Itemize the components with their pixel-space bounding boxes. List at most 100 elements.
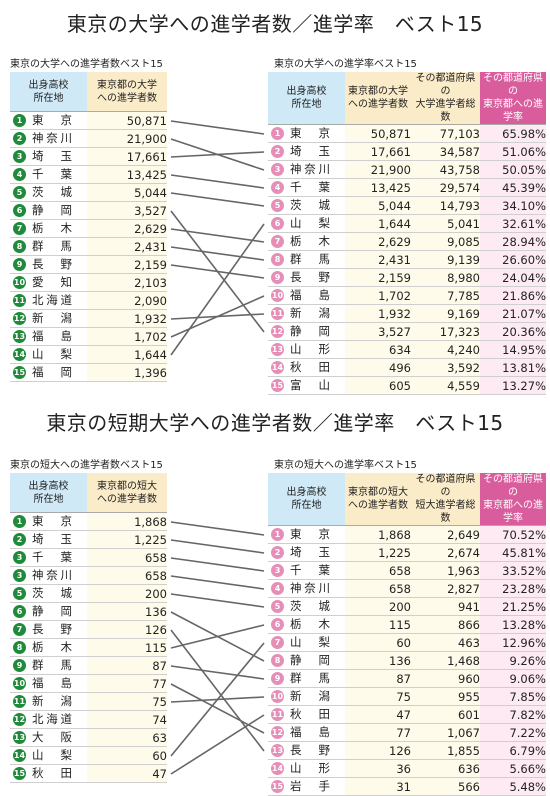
rank-badge: 2 <box>13 533 26 546</box>
count-cell: 47 <box>87 764 167 783</box>
prefecture-cell: 3 千葉 <box>268 561 345 580</box>
prefecture-cell: 5 茨城 <box>268 196 345 215</box>
prefecture-cell: 2 神奈川 <box>10 129 87 148</box>
prefecture-cell: 3 千葉 <box>10 548 87 567</box>
table-row: 6 栃木 115 866 13.28% <box>268 615 546 634</box>
total-cell: 636 <box>411 759 480 778</box>
count-cell: 87 <box>87 656 167 675</box>
prefecture-cell: 4 千葉 <box>268 178 345 197</box>
prefecture-name: 富山 <box>290 378 330 392</box>
total-cell: 866 <box>411 615 480 634</box>
prefecture-name: 秋田 <box>290 707 330 721</box>
table-row: 11 北海道 2,090 <box>10 291 167 310</box>
count-cell: 126 <box>345 741 411 760</box>
total-header: その都道府県の 短大進学者総数 <box>411 473 480 526</box>
connector-line <box>170 714 265 775</box>
prefecture-name: 東京 <box>290 126 330 140</box>
count-header: 東京都の大学 への進学者数 <box>345 72 411 125</box>
prefecture-cell: 1 東京 <box>268 525 345 544</box>
rank-badge: 15 <box>13 767 26 780</box>
rank-badge: 14 <box>13 749 26 762</box>
total-cell: 9,169 <box>411 304 480 323</box>
count-cell: 1,644 <box>87 345 167 364</box>
connector-line <box>170 575 265 590</box>
total-cell: 8,980 <box>411 268 480 287</box>
prefecture-cell: 7 栃木 <box>268 232 345 251</box>
prefecture-cell: 14 秋田 <box>268 358 345 377</box>
rank-badge: 4 <box>13 168 26 181</box>
connector-line <box>170 557 265 572</box>
rank-badge: 11 <box>271 307 284 320</box>
rank-badge: 13 <box>271 744 284 757</box>
rate-header: その都道府県の 東京都への進学率 <box>480 473 546 526</box>
prefecture-name: 福島 <box>290 725 330 739</box>
prefecture-cell: 15 秋田 <box>10 764 87 783</box>
rate-cell: 21.25% <box>480 597 546 616</box>
rank-badge: 2 <box>13 132 26 145</box>
prefecture-cell: 14 山梨 <box>10 345 87 364</box>
count-cell: 60 <box>345 633 411 652</box>
section2-left-caption: 東京の短大への進学者数ベスト15 <box>10 460 163 471</box>
table-row: 9 長野 2,159 8,980 24.04% <box>268 268 546 287</box>
total-cell: 2,827 <box>411 579 480 598</box>
prefecture-name: 新潟 <box>290 689 330 703</box>
table-row: 9 長野 2,159 <box>10 255 167 274</box>
prefecture-name: 茨城 <box>32 185 72 199</box>
prefecture-name: 福島 <box>32 676 72 690</box>
prefecture-cell: 15 富山 <box>268 376 345 395</box>
count-cell: 2,431 <box>87 237 167 256</box>
table-row: 5 茨城 200 941 21.25% <box>268 597 546 616</box>
prefecture-name: 千葉 <box>32 550 72 564</box>
prefecture-name: 山梨 <box>290 216 330 230</box>
count-cell: 13,425 <box>345 178 411 197</box>
prefecture-cell: 7 栃木 <box>10 219 87 238</box>
rank-badge: 10 <box>271 690 284 703</box>
total-cell: 955 <box>411 687 480 706</box>
prefecture-name: 山梨 <box>32 748 72 762</box>
prefecture-name: 埼玉 <box>290 545 330 559</box>
count-cell: 2,629 <box>345 232 411 251</box>
location-header: 出身高校 所在地 <box>268 473 345 526</box>
rate-cell: 5.48% <box>480 777 546 796</box>
table-row: 10 愛知 2,103 <box>10 273 167 292</box>
prefecture-cell: 8 群馬 <box>268 250 345 269</box>
rank-badge: 14 <box>271 762 284 775</box>
prefecture-cell: 6 静岡 <box>10 201 87 220</box>
rank-badge: 1 <box>13 114 26 127</box>
table-row: 5 茨城 5,044 14,793 34.10% <box>268 196 546 215</box>
total-cell: 77,103 <box>411 124 480 143</box>
table-row: 12 新潟 1,932 <box>10 309 167 328</box>
count-cell: 1,225 <box>345 543 411 562</box>
prefecture-cell: 11 秋田 <box>268 705 345 724</box>
connector-line <box>170 593 265 608</box>
prefecture-cell: 8 群馬 <box>10 237 87 256</box>
rank-badge: 8 <box>271 253 284 266</box>
count-cell: 634 <box>345 340 411 359</box>
rank-badge: 4 <box>271 181 284 194</box>
total-header: その都道府県の 大学進学者総数 <box>411 72 480 125</box>
count-cell: 2,103 <box>87 273 167 292</box>
location-header: 出身高校 所在地 <box>10 72 87 112</box>
rate-cell: 28.94% <box>480 232 546 251</box>
table-row: 6 静岡 3,527 <box>10 201 167 220</box>
table-row: 8 群馬 2,431 <box>10 237 167 256</box>
rank-badge: 3 <box>13 150 26 163</box>
rate-cell: 7.85% <box>480 687 546 706</box>
count-cell: 2,159 <box>345 268 411 287</box>
section2-left-table: 出身高校 所在地 東京都の短大 への進学者数 1 東京 1,868 2 埼玉 1,225 3 千葉… <box>10 473 167 783</box>
rank-badge: 5 <box>271 600 284 613</box>
count-cell: 200 <box>345 597 411 616</box>
count-header: 東京都の大学 への進学者数 <box>87 72 167 112</box>
count-cell: 1,225 <box>87 530 167 549</box>
prefecture-name: 福島 <box>32 329 72 343</box>
table-row: 7 長野 126 <box>10 620 167 639</box>
table-row: 3 千葉 658 1,963 33.52% <box>268 561 546 580</box>
rank-badge: 12 <box>13 312 26 325</box>
prefecture-name: 埼玉 <box>32 532 72 546</box>
table-row: 12 福島 77 1,067 7.22% <box>268 723 546 742</box>
count-cell: 74 <box>87 710 167 729</box>
rate-cell: 23.28% <box>480 579 546 598</box>
prefecture-cell: 12 北海道 <box>10 710 87 729</box>
table-row: 5 茨城 200 <box>10 584 167 603</box>
prefecture-cell: 12 福島 <box>268 723 345 742</box>
